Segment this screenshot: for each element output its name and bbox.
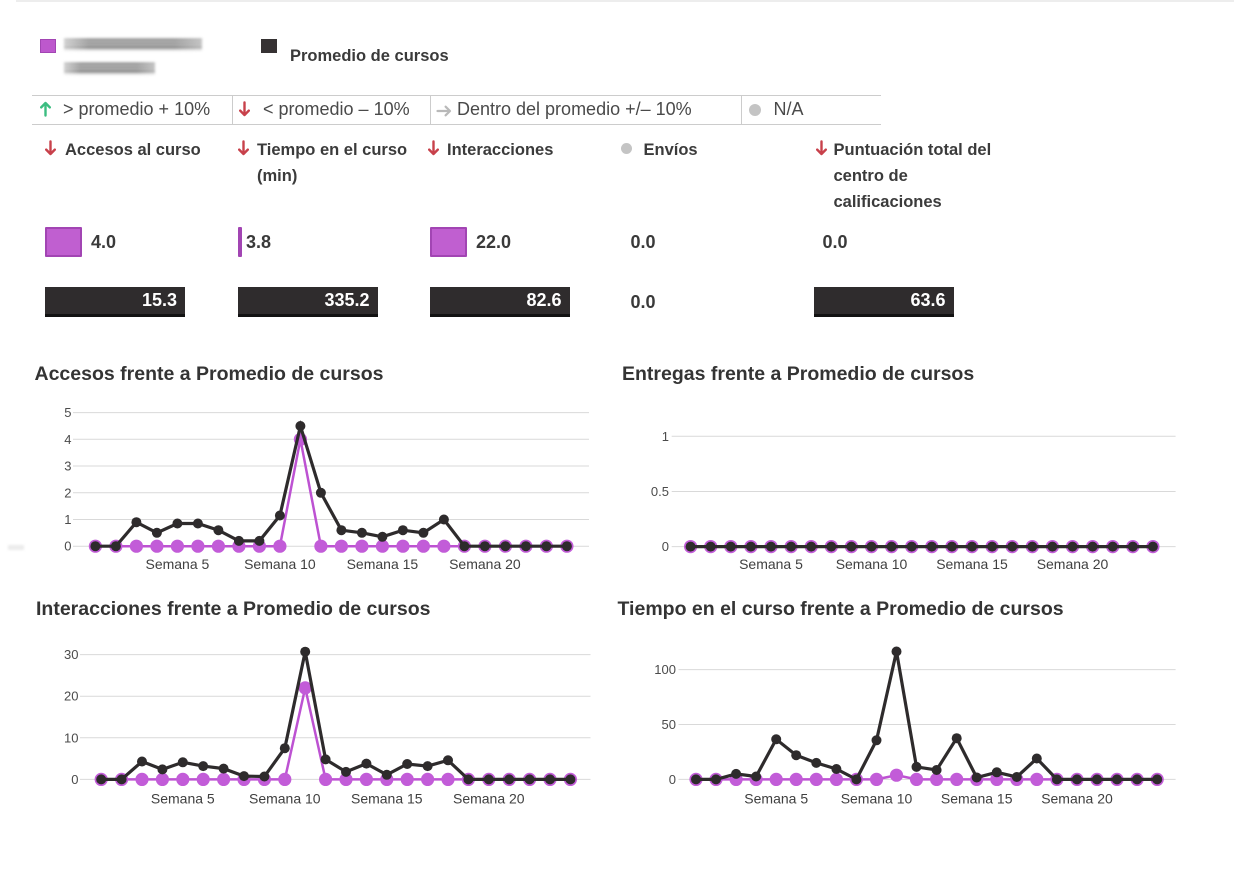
svg-text:Semana 5: Semana 5 bbox=[744, 791, 808, 807]
svg-text:Semana 10: Semana 10 bbox=[836, 556, 908, 572]
svg-text:0: 0 bbox=[662, 539, 669, 554]
svg-text:30: 30 bbox=[64, 647, 78, 662]
svg-text:1: 1 bbox=[662, 429, 669, 444]
svg-text:10: 10 bbox=[64, 730, 78, 745]
svg-text:Semana 20: Semana 20 bbox=[1037, 556, 1109, 572]
svg-text:Semana 15: Semana 15 bbox=[941, 791, 1013, 807]
svg-text:1: 1 bbox=[64, 512, 71, 527]
svg-text:Semana 5: Semana 5 bbox=[739, 556, 803, 572]
svg-text:Semana 15: Semana 15 bbox=[347, 556, 419, 572]
svg-text:Semana 15: Semana 15 bbox=[351, 791, 423, 807]
svg-text:Semana 20: Semana 20 bbox=[453, 791, 525, 807]
svg-text:Semana 10: Semana 10 bbox=[841, 791, 913, 807]
svg-text:Semana 20: Semana 20 bbox=[449, 556, 521, 572]
svg-text:20: 20 bbox=[64, 689, 78, 704]
svg-text:5: 5 bbox=[64, 405, 71, 420]
svg-text:Semana 5: Semana 5 bbox=[151, 791, 215, 807]
svg-text:0: 0 bbox=[669, 772, 676, 787]
svg-text:Semana 10: Semana 10 bbox=[244, 556, 316, 572]
svg-text:Semana 10: Semana 10 bbox=[249, 791, 321, 807]
svg-text:2: 2 bbox=[64, 485, 71, 500]
svg-text:0: 0 bbox=[71, 772, 78, 787]
svg-text:0.5: 0.5 bbox=[651, 484, 669, 499]
svg-text:3: 3 bbox=[64, 459, 71, 474]
svg-text:50: 50 bbox=[662, 717, 676, 732]
svg-text:0: 0 bbox=[64, 539, 71, 554]
svg-text:Semana 15: Semana 15 bbox=[936, 556, 1008, 572]
svg-text:Semana 5: Semana 5 bbox=[145, 556, 209, 572]
svg-text:Semana 20: Semana 20 bbox=[1041, 791, 1113, 807]
svg-text:100: 100 bbox=[654, 662, 676, 677]
svg-text:4: 4 bbox=[64, 432, 71, 447]
